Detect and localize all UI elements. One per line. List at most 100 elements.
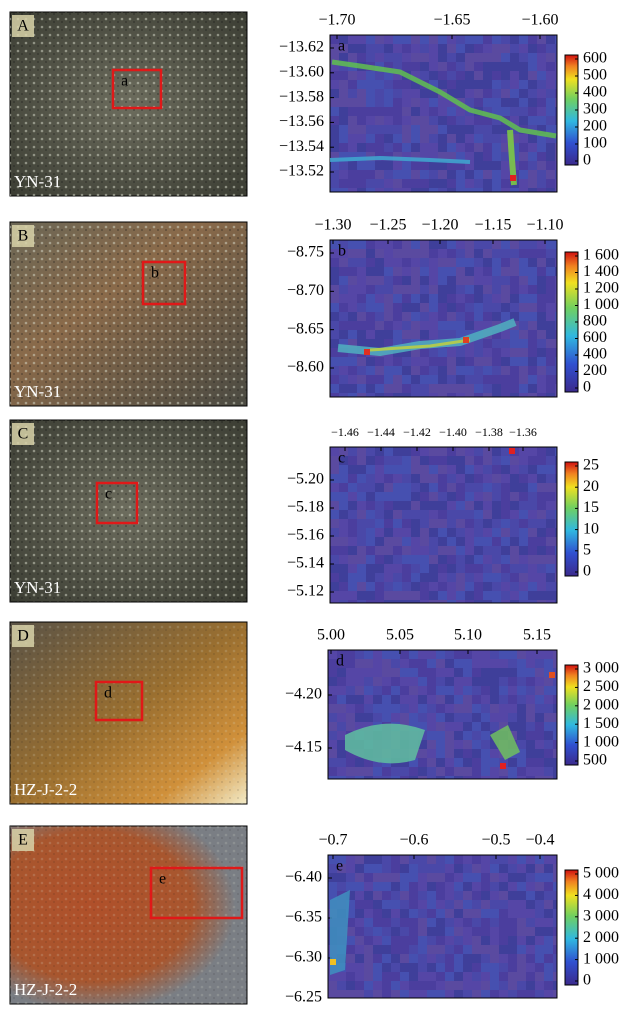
heat-cell — [555, 89, 557, 98]
heat-cell — [481, 713, 490, 722]
heat-cell — [445, 900, 454, 909]
heat-cell — [501, 330, 510, 339]
heat-cell — [409, 650, 418, 659]
heat-cell — [364, 758, 373, 767]
heat-cell — [409, 686, 418, 695]
heat-cell — [393, 44, 402, 53]
heat-cell — [546, 582, 555, 591]
heat-cell — [501, 303, 510, 312]
heat-cell — [537, 483, 546, 492]
heat-cell — [382, 927, 391, 936]
heat-cell — [420, 348, 429, 357]
heat-cell — [535, 686, 544, 695]
heat-cell — [463, 677, 472, 686]
heat-cell — [510, 546, 519, 555]
heat-cell — [499, 659, 508, 668]
heat-cell — [375, 537, 384, 546]
heat-cell — [474, 249, 483, 258]
heat-cell — [364, 900, 373, 909]
heat-cell — [555, 179, 557, 188]
heat-cell — [427, 981, 436, 990]
heat-cell — [447, 240, 456, 249]
heat-cell — [483, 600, 492, 603]
heat-cell — [492, 285, 501, 294]
heat-cell — [456, 510, 465, 519]
heat-cell — [555, 546, 557, 555]
heat-cell — [465, 537, 474, 546]
heat-cell — [411, 582, 420, 591]
heat-cell — [465, 80, 474, 89]
heat-cell — [427, 695, 436, 704]
heat-cell — [330, 134, 339, 143]
heat-cell — [481, 882, 490, 891]
heat-cell — [373, 767, 382, 776]
heat-cell — [535, 909, 544, 918]
heat-cell — [463, 704, 472, 713]
heat-cell — [400, 972, 409, 981]
heat-cell — [330, 249, 339, 258]
heat-cell — [375, 474, 384, 483]
heat-cell — [348, 591, 357, 600]
heat-cell — [555, 465, 557, 474]
heat-cell — [445, 990, 454, 998]
heat-cell — [420, 62, 429, 71]
heat-cell — [519, 447, 528, 456]
heat-cell — [328, 650, 337, 659]
heat-cell — [348, 35, 357, 44]
heat-cell — [364, 767, 373, 776]
heat-cell — [528, 330, 537, 339]
heat-cell — [348, 267, 357, 276]
heat-cell — [526, 749, 535, 758]
heat-cell — [546, 276, 555, 285]
heat-cell — [375, 546, 384, 555]
heat-cell — [481, 981, 490, 990]
heat-cell — [510, 474, 519, 483]
heat-cell — [546, 339, 555, 348]
heat-cell — [393, 339, 402, 348]
heat-cell — [366, 258, 375, 267]
heat-cell — [537, 44, 546, 53]
heat-cell — [463, 722, 472, 731]
heat-cell — [402, 134, 411, 143]
heat-cell — [364, 972, 373, 981]
heat-cell — [382, 695, 391, 704]
heat-cell — [465, 258, 474, 267]
heat-cell — [546, 465, 555, 474]
heat-cell — [357, 179, 366, 188]
heat-cell — [537, 303, 546, 312]
heat-cell — [411, 134, 420, 143]
heat-cell — [553, 927, 557, 936]
heat-cell — [517, 864, 526, 873]
heat-cell — [492, 53, 501, 62]
x-tick-label: −0.7 — [318, 832, 347, 849]
heat-cell — [546, 447, 555, 456]
heat-cell — [499, 891, 508, 900]
heat-cell — [418, 981, 427, 990]
heat-cell — [501, 600, 510, 603]
heat-cell — [465, 71, 474, 80]
heat-cell — [391, 677, 400, 686]
heat-cell — [402, 62, 411, 71]
heat-cell — [555, 492, 557, 501]
heat-cell — [481, 918, 490, 927]
heat-cell — [330, 170, 339, 179]
heat-cell — [420, 188, 429, 192]
heat-cell — [492, 125, 501, 134]
heat-cell — [393, 600, 402, 603]
heat-cell — [490, 891, 499, 900]
heat-cell — [375, 465, 384, 474]
heat-cell — [375, 591, 384, 600]
heat-cell — [438, 447, 447, 456]
heat-cell — [346, 972, 355, 981]
heat-cell — [337, 677, 346, 686]
heat-cell — [490, 677, 499, 686]
heat-cell — [411, 116, 420, 125]
heat-cell — [454, 668, 463, 677]
heat-cell — [517, 659, 526, 668]
heat-cell — [537, 285, 546, 294]
heat-cell — [339, 357, 348, 366]
heat-cell — [429, 375, 438, 384]
heat-cell — [357, 492, 366, 501]
heat-cell — [508, 873, 517, 882]
heat-cell — [519, 143, 528, 152]
